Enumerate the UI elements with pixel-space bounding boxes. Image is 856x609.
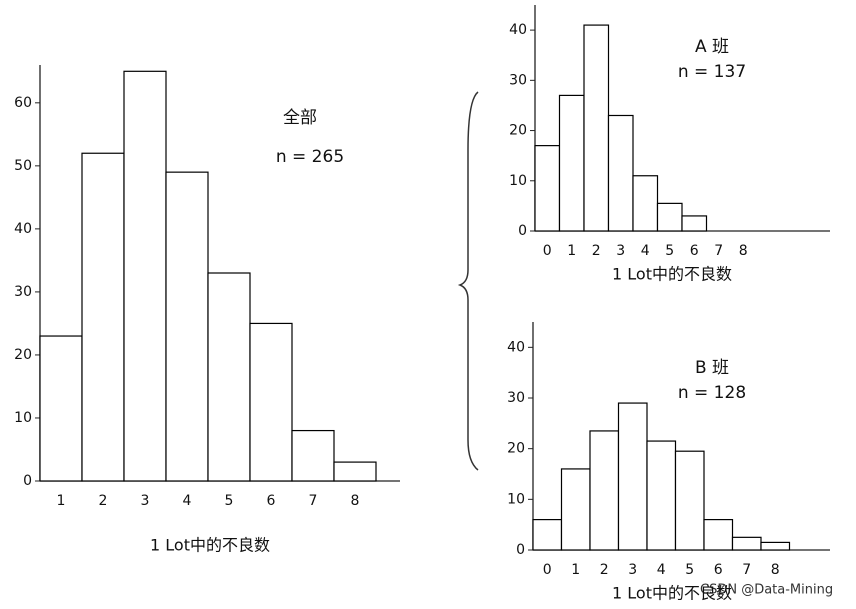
y-tick-label: 0 xyxy=(516,542,525,558)
y-tick-label: 10 xyxy=(14,410,32,426)
y-tick-label: 40 xyxy=(509,22,527,38)
annotation: n = 137 xyxy=(678,62,746,82)
x-tick-label: 2 xyxy=(600,562,609,578)
x-tick-label: 6 xyxy=(690,243,699,259)
bar xyxy=(632,175,659,232)
bar xyxy=(617,402,648,551)
bar xyxy=(534,145,561,232)
x-tick-label: 8 xyxy=(351,493,360,509)
x-tick-label: 6 xyxy=(714,562,723,578)
annotation: n = 128 xyxy=(678,383,746,403)
x-tick-label: 3 xyxy=(628,562,637,578)
annotation: n = 265 xyxy=(276,147,344,167)
x-tick-label: 2 xyxy=(592,243,601,259)
bar xyxy=(760,541,791,551)
y-tick-label: 50 xyxy=(14,158,32,174)
x-axis-label: 1 Lot中的不良数 xyxy=(150,536,270,555)
x-tick-label: 5 xyxy=(665,243,674,259)
bar xyxy=(703,518,734,551)
y-tick-label: 0 xyxy=(518,223,527,239)
bar xyxy=(291,429,335,482)
x-tick-label: 5 xyxy=(225,493,234,509)
y-tick-label: 30 xyxy=(509,72,527,88)
bar xyxy=(532,518,563,551)
y-tick-label: 10 xyxy=(507,491,525,507)
bar xyxy=(656,202,683,232)
bar xyxy=(646,440,677,551)
bar xyxy=(583,24,610,232)
x-tick-label: 4 xyxy=(183,493,192,509)
bar xyxy=(560,468,591,551)
x-tick-label: 8 xyxy=(739,243,748,259)
x-tick-label: 7 xyxy=(742,562,751,578)
y-tick-label: 30 xyxy=(14,284,32,300)
y-tick-label: 10 xyxy=(509,173,527,189)
x-tick-label: 4 xyxy=(641,243,650,259)
x-axis-label: 1 Lot中的不良数 xyxy=(612,265,732,284)
bar xyxy=(333,461,377,482)
y-tick-label: 20 xyxy=(14,347,32,363)
x-tick-label: 3 xyxy=(141,493,150,509)
bar xyxy=(165,171,209,482)
bar xyxy=(681,215,708,232)
y-tick-label: 60 xyxy=(14,95,32,111)
bar xyxy=(207,272,251,482)
x-tick-label: 8 xyxy=(771,562,780,578)
bar xyxy=(249,322,293,482)
bar xyxy=(674,450,705,551)
bar xyxy=(123,70,167,482)
x-tick-label: 2 xyxy=(99,493,108,509)
annotation: B 班 xyxy=(695,358,729,378)
bar xyxy=(81,152,125,482)
bar xyxy=(558,94,585,232)
bar xyxy=(39,335,83,482)
x-tick-label: 1 xyxy=(57,493,66,509)
y-tick-label: 30 xyxy=(507,390,525,406)
brace xyxy=(457,91,479,471)
x-tick-label: 1 xyxy=(571,562,580,578)
annotation: 全部 xyxy=(283,108,317,128)
bar xyxy=(607,114,634,232)
annotation: A 班 xyxy=(695,37,729,57)
x-tick-label: 0 xyxy=(543,243,552,259)
x-tick-label: 0 xyxy=(543,562,552,578)
bar xyxy=(589,430,620,551)
watermark: CSDN @Data-Mining xyxy=(700,583,833,598)
y-tick-label: 40 xyxy=(507,339,525,355)
y-tick-label: 40 xyxy=(14,221,32,237)
x-tick-label: 1 xyxy=(567,243,576,259)
bar xyxy=(731,536,762,551)
y-tick-label: 20 xyxy=(509,123,527,139)
x-tick-label: 6 xyxy=(267,493,276,509)
y-tick-label: 20 xyxy=(507,441,525,457)
x-tick-label: 4 xyxy=(657,562,666,578)
x-tick-label: 5 xyxy=(685,562,694,578)
x-tick-label: 3 xyxy=(616,243,625,259)
x-tick-label: 7 xyxy=(309,493,318,509)
x-axis-label: 1 Lot中的不良数 xyxy=(612,584,732,603)
x-tick-label: 7 xyxy=(714,243,723,259)
y-tick-label: 0 xyxy=(23,473,32,489)
